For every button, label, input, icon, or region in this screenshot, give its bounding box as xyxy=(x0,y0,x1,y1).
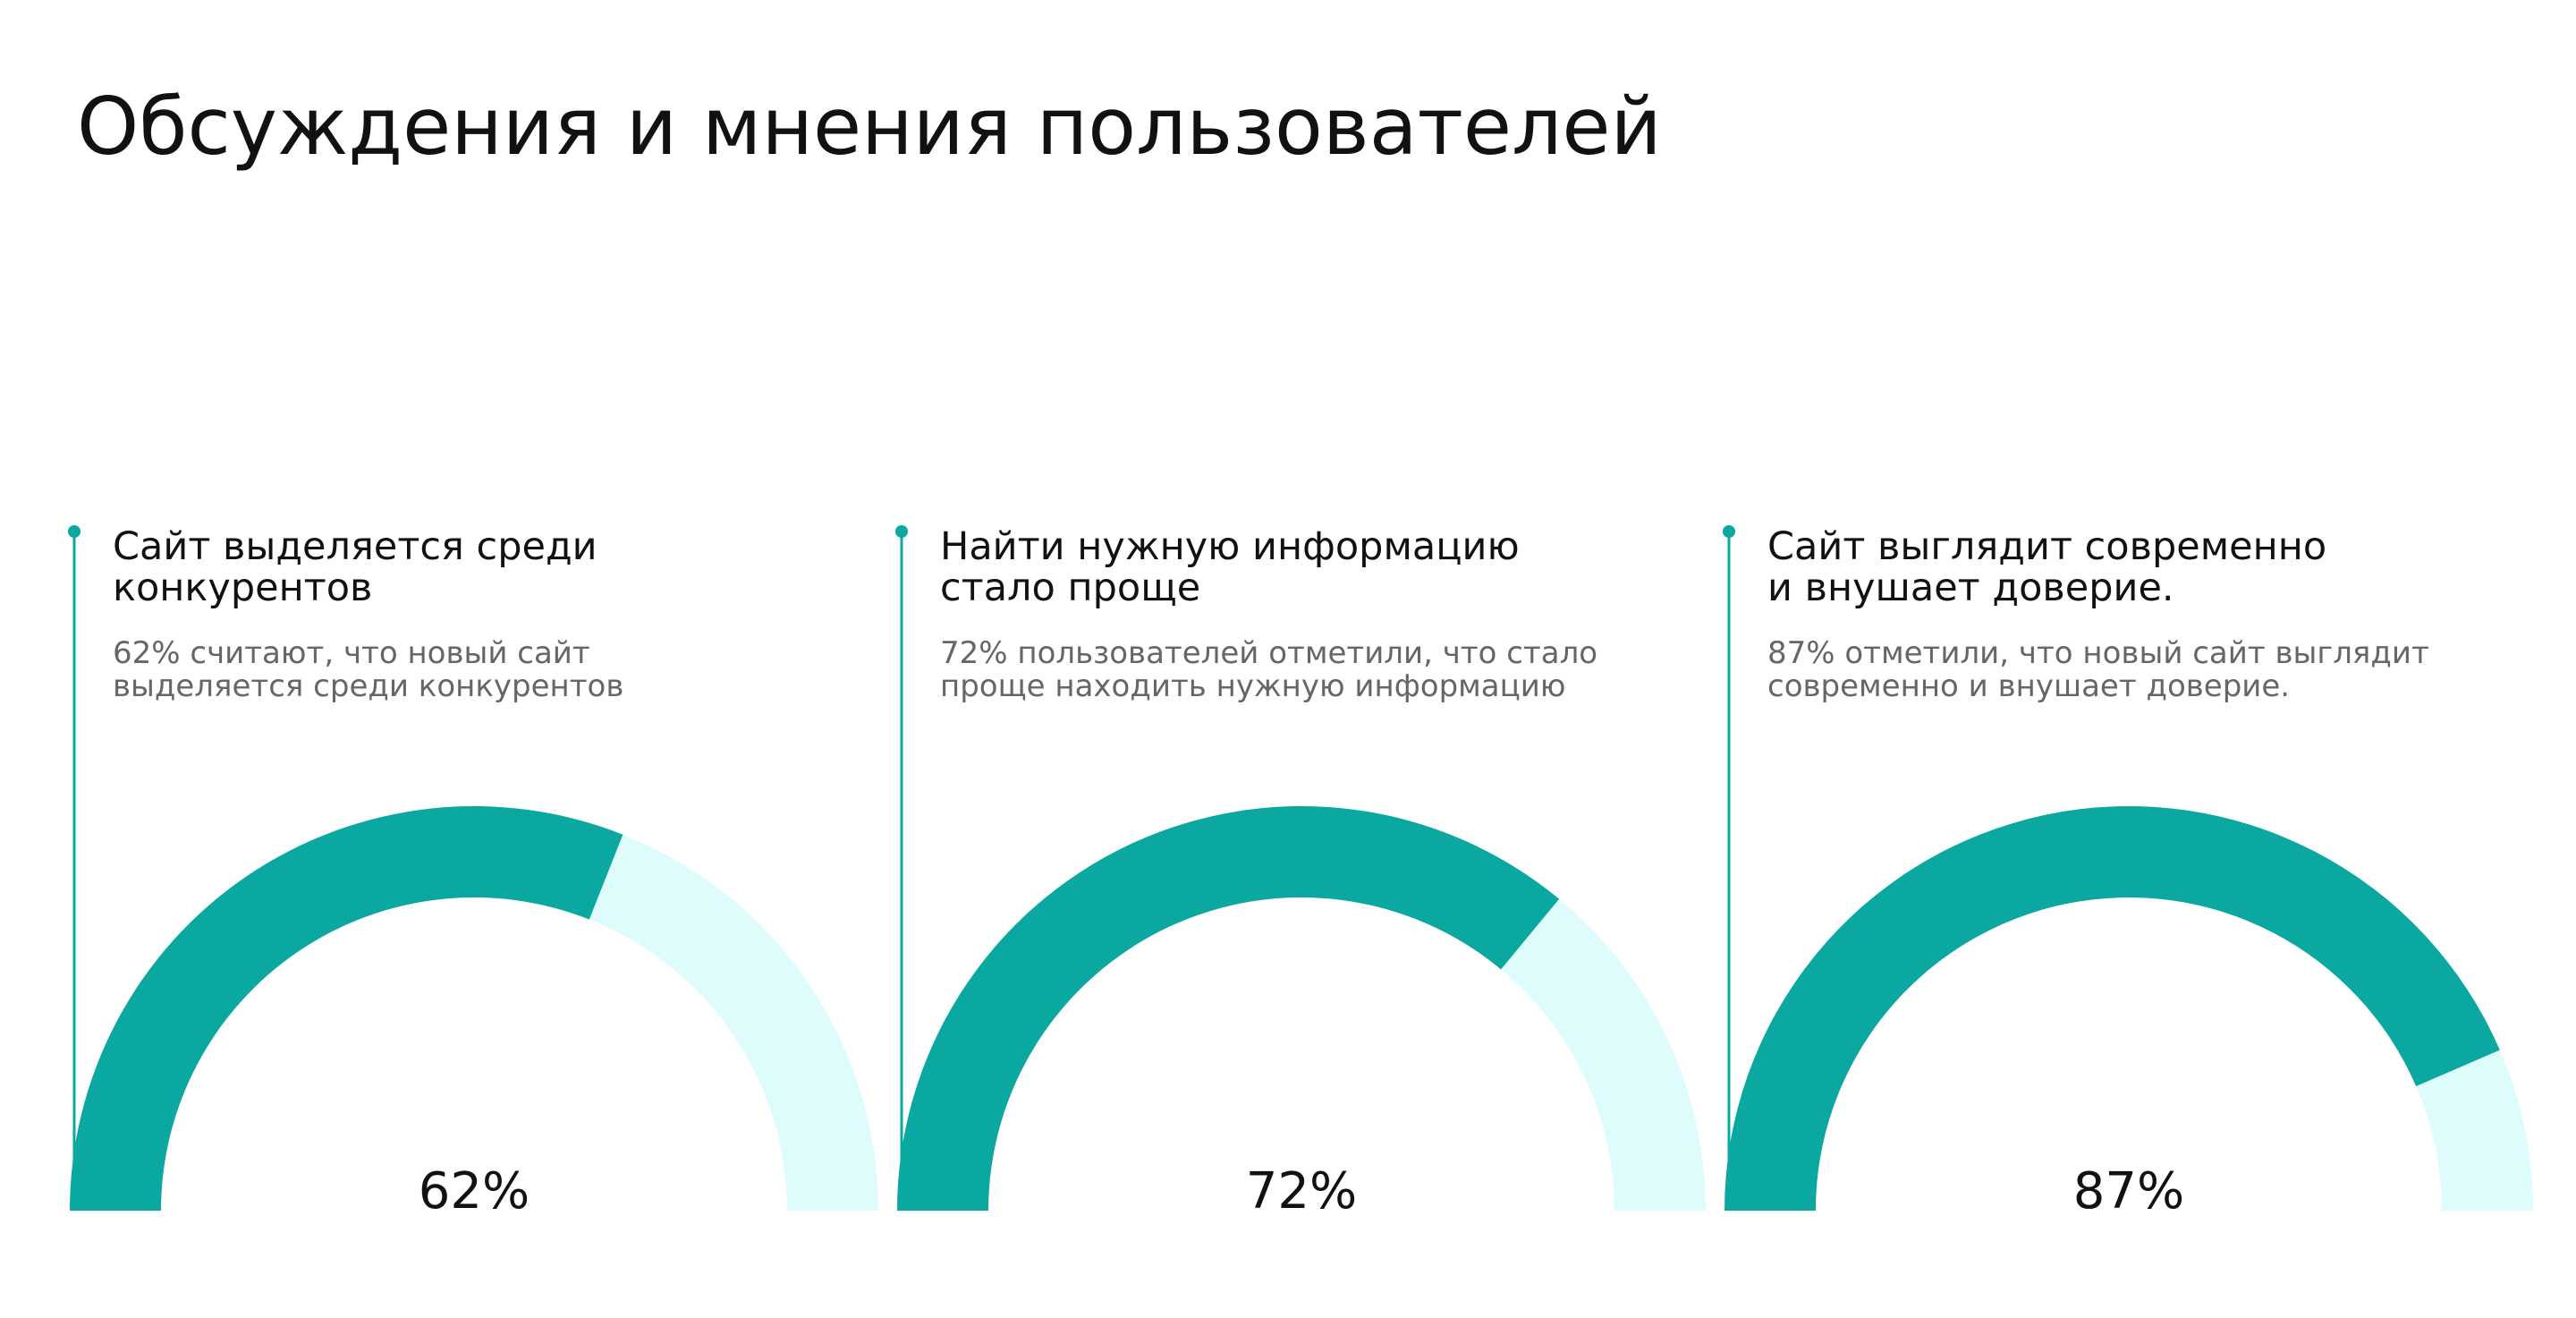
accent-dot xyxy=(1723,525,1735,538)
gauge-value-label: 87% xyxy=(2073,1162,2184,1220)
accent-dot xyxy=(895,525,908,538)
card-subtitle: выделяется среди конкурентов xyxy=(113,668,623,704)
gauge-value-label: 72% xyxy=(1246,1162,1357,1220)
card-subtitle: современно и внушает доверие. xyxy=(1767,668,2290,704)
card-title: Сайт выглядит современно xyxy=(1767,524,2326,569)
gauge-track xyxy=(589,834,878,1211)
card-title: Сайт выделяется среди xyxy=(113,524,597,569)
gauge-value xyxy=(897,805,1560,1211)
gauge-track xyxy=(1501,898,1706,1211)
gauge-value xyxy=(1724,805,2500,1211)
card-title: Найти нужную информацию xyxy=(940,524,1520,569)
card-title: стало проще xyxy=(940,565,1200,610)
card-title: конкурентов xyxy=(113,565,372,610)
card-subtitle: 72% пользователей отметили, что стало xyxy=(940,635,1597,671)
card-subtitle: 62% считают, что новый сайт xyxy=(113,635,590,671)
card-subtitle: проще находить нужную информацию xyxy=(940,668,1566,704)
gauge-value xyxy=(70,805,623,1211)
gauge-track xyxy=(2416,1050,2533,1211)
page-title: Обсуждения и мнения пользователей xyxy=(77,81,1662,173)
card-subtitle: 87% отметили, что новый сайт выглядит xyxy=(1767,635,2429,671)
accent-dot xyxy=(68,525,80,538)
gauge-value-label: 62% xyxy=(419,1162,530,1220)
card-title: и внушает доверие. xyxy=(1767,565,2174,610)
